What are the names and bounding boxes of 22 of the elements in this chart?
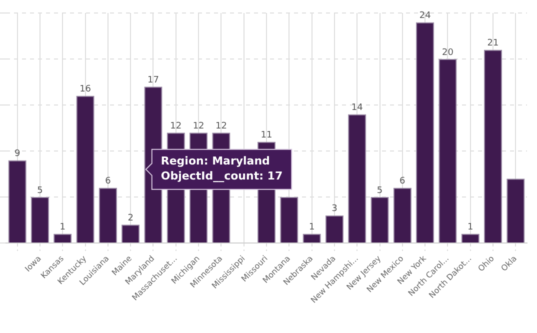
data-label: 1 [468,222,474,233]
data-label: 6 [105,176,112,187]
data-label: 1 [60,222,66,233]
data-label: 21 [487,38,499,49]
data-label: 14 [351,103,364,114]
data-label: 1 [308,222,315,233]
data-label: 12 [170,121,182,132]
data-label: 17 [148,75,159,86]
data-label: 2 [128,213,134,224]
data-label: 16 [80,84,92,95]
data-label: 20 [442,48,454,58]
data-label: 3 [332,204,338,214]
data-label: 5 [376,186,383,196]
data-label: 11 [260,130,272,141]
data-label: 6 [400,176,406,187]
data-label: 9 [14,149,20,160]
x-tick-label: Okla [499,254,519,274]
data-label: 12 [215,121,227,132]
data-label: 24 [419,11,432,22]
data-label: 5 [37,186,43,196]
data-label: 12 [192,121,204,132]
annotation: Region: Maryland ObjectId__count: 17 [160,154,283,182]
